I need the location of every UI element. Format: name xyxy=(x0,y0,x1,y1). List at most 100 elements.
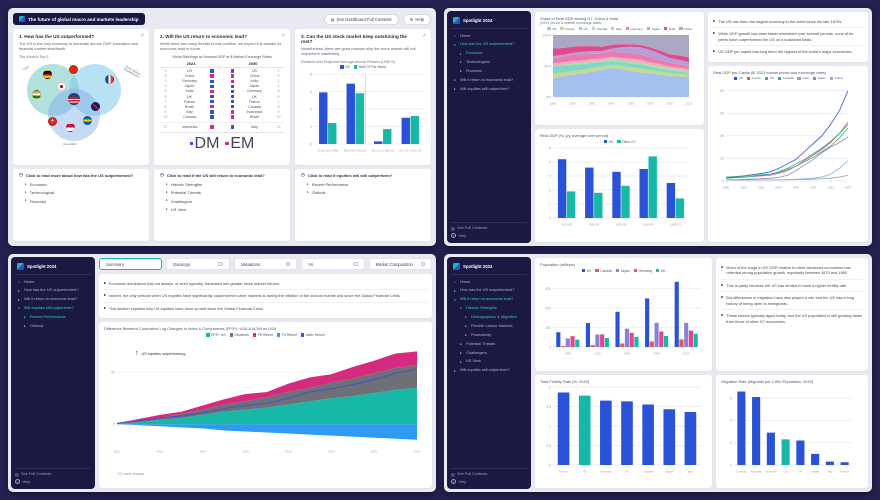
sidebar-item[interactable]: ▾ Will equities still outperform? xyxy=(16,305,90,313)
sidebar-item[interactable]: ▸ Will it return to economic lead? xyxy=(452,76,526,84)
legend-swatch xyxy=(797,76,801,81)
expandable-item[interactable]: Economic xyxy=(19,180,143,188)
caret-right-icon: ▸ xyxy=(18,297,20,302)
legend-label: Canada xyxy=(596,26,608,31)
sidebar-item[interactable]: ▸ Will it return to economic lead? xyxy=(16,296,90,304)
sidebar-item[interactable]: ▸ Technological xyxy=(452,59,526,67)
tab[interactable]: Earnings xyxy=(166,258,230,270)
sidebar-item[interactable]: ▾ Will it return to economic lead? xyxy=(452,296,526,304)
flag-indonesia-icon xyxy=(66,122,75,132)
panel-title: 2. Will the US return to economic lead? xyxy=(160,34,247,39)
expandable-item[interactable]: US View xyxy=(160,205,284,213)
expand-icon[interactable] xyxy=(140,33,144,39)
svg-text:6: 6 xyxy=(310,89,312,93)
sidebar-item[interactable]: ▸ Recent Performance xyxy=(16,314,90,322)
market-type-marker xyxy=(210,94,214,99)
legend-swatch xyxy=(252,333,257,337)
see-full-contents-button[interactable]: See Full Contents xyxy=(15,472,91,477)
app-brand: Spotlight 2024 xyxy=(15,261,91,275)
expandable-item-label: Challengers xyxy=(170,198,193,204)
svg-text:1940: 1940 xyxy=(775,185,782,189)
chevron-right-icon xyxy=(721,265,723,276)
expandable-item[interactable]: Recent Performance xyxy=(301,180,425,188)
expandable-item-label: Financial xyxy=(29,198,46,204)
caret-right-icon: ▸ xyxy=(460,51,462,56)
sidebar-item[interactable]: ⌂ Home xyxy=(452,32,526,40)
flag-glyph: + xyxy=(51,117,54,124)
bullet-text: Much of the surge in US GDP relative to … xyxy=(726,265,851,276)
clock-icon xyxy=(301,173,305,177)
legend-swatch xyxy=(663,26,668,31)
expandable-item[interactable]: Challengers xyxy=(160,197,284,205)
expandable-item[interactable]: Historic Strengths xyxy=(160,180,284,188)
legend-label: Other G7 xyxy=(622,139,636,144)
legend-label: FX Return xyxy=(281,332,297,337)
caret-right-icon: ▸ xyxy=(460,60,462,65)
sidebar-footer: See Full Contents ?Help xyxy=(451,467,527,484)
legend-item: Canada xyxy=(778,76,793,80)
expandable-item[interactable]: Outlook xyxy=(301,189,425,197)
sidebar-item[interactable]: ▾ Historic Strengths xyxy=(452,305,526,313)
bullet-text: Economic dominance has not always, or ev… xyxy=(108,281,281,286)
market-type-marker xyxy=(230,115,234,119)
sidebar-item[interactable]: ▸ US View xyxy=(452,358,526,366)
rank-left: 9 xyxy=(164,109,167,114)
flag-switzerland-icon: + xyxy=(48,116,57,126)
sidebar-item[interactable]: ▾ How has the US outperformed? xyxy=(452,41,526,49)
bullet-item: Much of the surge in US GDP relative to … xyxy=(721,262,863,280)
sidebar-item[interactable]: ▸ Demographics & Migration xyxy=(452,314,526,322)
read-more-prompt-text: Click to read if equities will still out… xyxy=(307,173,393,178)
gdp-per-capita-line-chart: 0 20 40 60 80 1880 1900 1920 1940 1960 1980 2000 202… xyxy=(713,82,863,190)
expandable-item[interactable]: Financial xyxy=(19,197,143,205)
legend-swatch xyxy=(560,26,564,31)
expandable-item-label: Outlook xyxy=(311,190,326,196)
svg-text:50%: 50% xyxy=(544,64,551,68)
help-button[interactable]: ? Help xyxy=(451,479,527,484)
sidebar-item[interactable]: ▸ Potential Threats xyxy=(452,340,526,348)
bullet-text: Indeed, the only periods when US equitie… xyxy=(108,293,401,299)
sidebar-item[interactable]: ▸ Will equities still outperform? xyxy=(452,85,526,93)
expandable-item[interactable]: Potential Threats xyxy=(160,189,284,197)
sidebar-item[interactable]: ▸ Economic xyxy=(452,50,526,58)
market-type-marker xyxy=(210,105,214,109)
expandable-item[interactable]: Technological xyxy=(19,189,143,197)
market-type-marker xyxy=(210,84,214,89)
market-type-marker xyxy=(210,125,214,129)
tab[interactable]: Summary xyxy=(99,258,163,270)
legend-label: Canada xyxy=(600,268,612,273)
sidebar-item[interactable]: ⌂ Home xyxy=(452,278,526,286)
tab[interactable]: Market Composition xyxy=(368,258,433,270)
legend-item: UK xyxy=(764,76,774,80)
tab[interactable]: Vs xyxy=(301,258,365,270)
sidebar-item[interactable]: ▸ Will equities still outperform? xyxy=(452,367,526,375)
see-dashboard-contents-button[interactable]: See Dashboard Full Contents xyxy=(323,13,399,25)
expand-icon[interactable] xyxy=(281,33,285,39)
legend-item: DM xyxy=(189,135,219,153)
caret-right-icon: ▸ xyxy=(460,350,462,355)
sidebar-item[interactable]: ▸ How has the US outperformed? xyxy=(16,287,90,295)
legend-item: Index Return xyxy=(300,333,325,337)
table-row: 17 Indonesia Italy 13 xyxy=(160,122,284,129)
svg-text:2023: 2023 xyxy=(686,102,692,106)
sidebar-item[interactable]: ⌂ Home xyxy=(16,278,90,286)
svg-text:100%: 100% xyxy=(542,33,551,37)
chevron-right-icon xyxy=(166,208,168,211)
expand-icon[interactable] xyxy=(422,33,426,39)
help-button[interactable]: ? Help xyxy=(15,479,91,484)
svg-text:Since Dec 1988: Since Dec 1988 xyxy=(318,148,339,152)
home-icon: ⌂ xyxy=(454,33,457,38)
see-full-contents-button[interactable]: See Full Contents xyxy=(451,472,527,477)
sidebar-item[interactable]: ▸ How has the US outperformed? xyxy=(452,287,526,295)
help-button[interactable]: ? Help xyxy=(451,233,527,238)
sidebar-item[interactable]: ▸ Challengers xyxy=(452,349,526,357)
equities-main: Summary Earnings Valuations Vs Market Compos… xyxy=(98,254,436,492)
sidebar-item[interactable]: ▸ Productivity xyxy=(452,331,526,339)
country-left: US xyxy=(187,69,193,74)
see-full-contents-button[interactable]: See Full Contents xyxy=(451,226,527,231)
sidebar-item[interactable]: ▸ Financial xyxy=(452,68,526,76)
sidebar-item[interactable]: ▸ Outlook xyxy=(16,322,90,330)
sidebar-item[interactable]: ▸ Flexible Labour Markets xyxy=(452,322,526,330)
tab[interactable]: Valuations xyxy=(233,258,298,270)
sidebar-item-label: Financial xyxy=(466,68,482,73)
help-button[interactable]: Help xyxy=(402,13,431,25)
